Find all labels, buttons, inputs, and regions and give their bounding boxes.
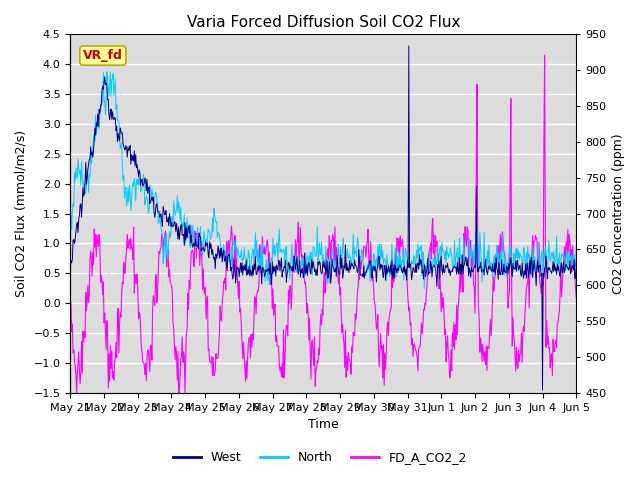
Y-axis label: Soil CO2 Flux (mmol/m2/s): Soil CO2 Flux (mmol/m2/s) [15,130,28,297]
Title: Varia Forced Diffusion Soil CO2 Flux: Varia Forced Diffusion Soil CO2 Flux [186,15,460,30]
X-axis label: Time: Time [308,419,339,432]
Legend: West, North, FD_A_CO2_2: West, North, FD_A_CO2_2 [168,446,472,469]
Y-axis label: CO2 Concentration (ppm): CO2 Concentration (ppm) [612,133,625,294]
Text: VR_fd: VR_fd [83,49,123,62]
